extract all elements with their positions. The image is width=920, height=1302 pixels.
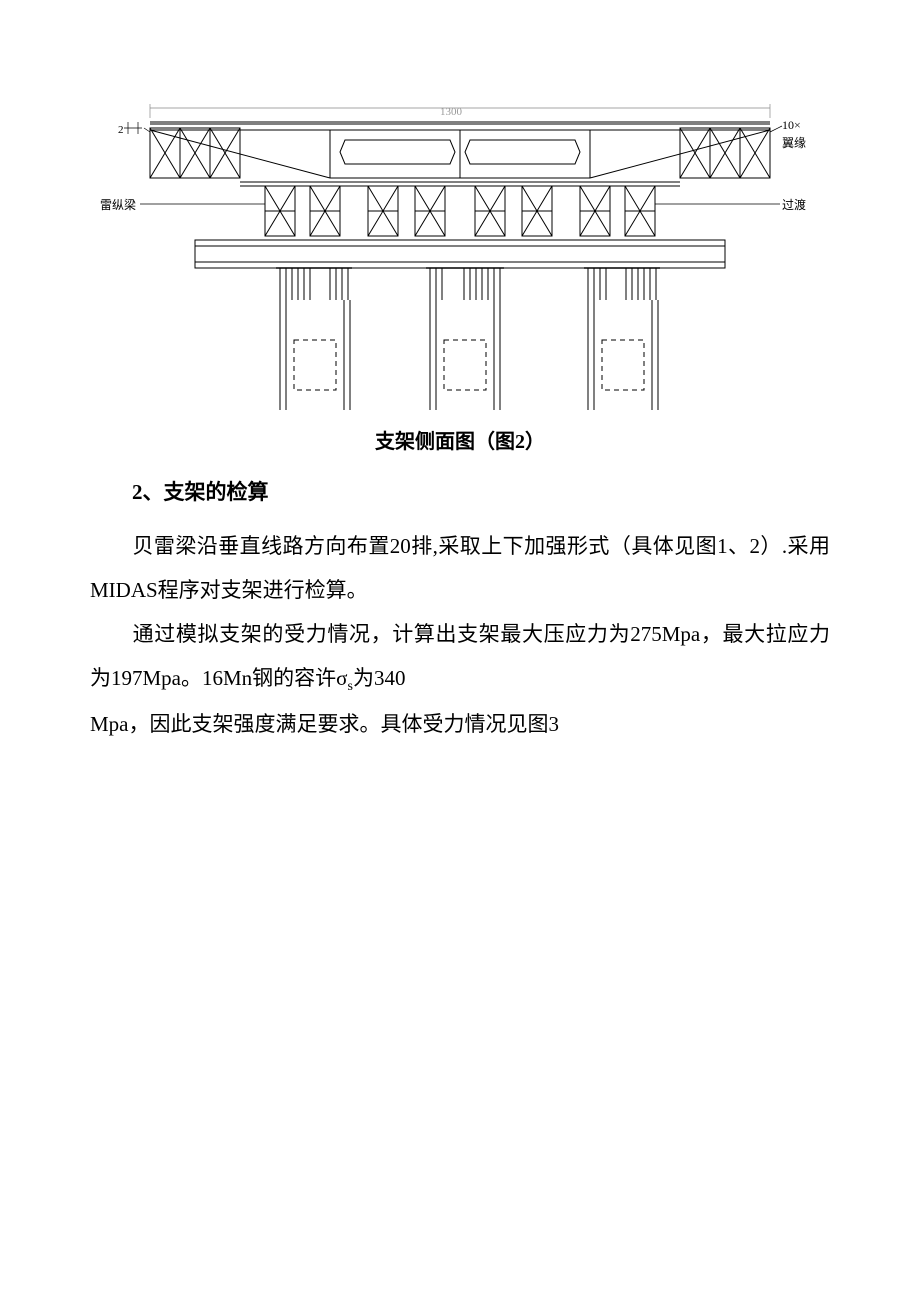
label-top-right-1: 10× [782,118,801,133]
bracket-side-diagram: 1300 2 10× 翼缘 雷纵梁 过渡 [110,100,810,415]
label-right-transition: 过渡 [782,196,806,213]
para1-text: 贝雷梁沿垂直线路方向布置20排,采取上下加强形式（具体见图1、2）.采用MIDA… [90,534,830,602]
section-heading-2: 2、支架的检算 [90,476,830,506]
paragraph-2: 通过模拟支架的受力情况，计算出支架最大压应力为275Mpa，最大拉应力为197M… [90,612,830,702]
bracket-svg [110,100,810,410]
dimension-top-value: 1300 [440,106,462,118]
dim-left-small: 2 [118,124,124,136]
paragraph-1: 贝雷梁沿垂直线路方向布置20排,采取上下加强形式（具体见图1、2）.采用MIDA… [90,524,830,612]
figure-caption: 支架侧面图（图2） [90,425,830,454]
label-top-right-2: 翼缘 [782,134,806,151]
para2b-text: 为340 [353,666,406,690]
paragraph-3: Mpa，因此支架强度满足要求。具体受力情况见图3 [90,702,830,746]
para2a-text: 通过模拟支架的受力情况，计算出支架最大压应力为275Mpa，最大拉应力为197M… [90,622,830,690]
document-page: 1300 2 10× 翼缘 雷纵梁 过渡 支架侧面图（图2） 2、支架的检算 贝… [0,0,920,1302]
label-left-beam: 雷纵梁 [100,196,136,213]
